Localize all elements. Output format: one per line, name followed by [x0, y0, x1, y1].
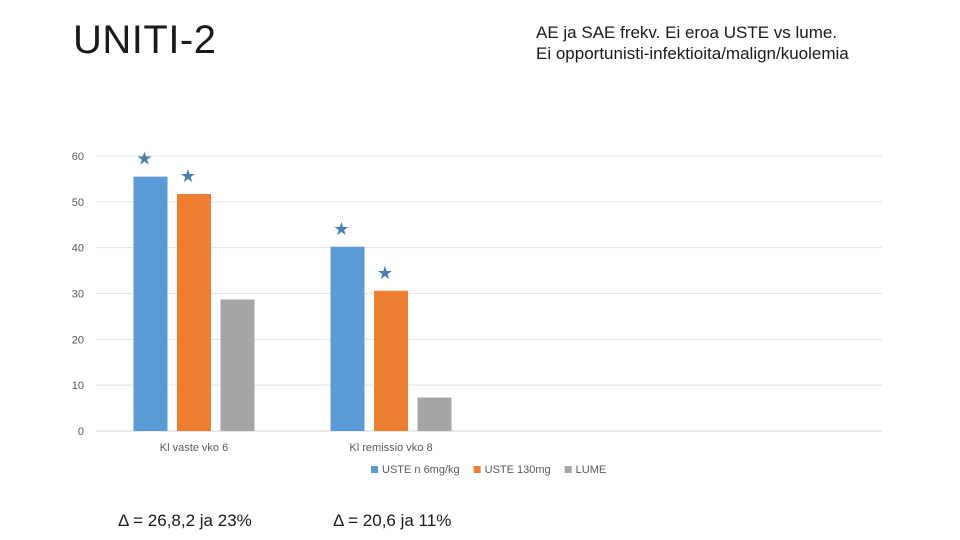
y-tick-label: 50	[72, 197, 84, 209]
y-tick-label: 60	[72, 151, 84, 163]
y-tick-label: 0	[78, 426, 84, 438]
delta-text-2: Δ = 20,6 ja 11%	[333, 511, 452, 530]
note-line-1: AE ja SAE frekv. Ei eroa USTE vs lume.	[536, 23, 838, 42]
star-annotation: ★	[180, 166, 196, 187]
legend-swatch-2	[564, 466, 572, 473]
delta-text-1: Δ = 26,8,2 ja 23%	[118, 511, 252, 530]
legend-label-0: USTE n 6mg/kg	[382, 464, 460, 476]
note-text: AE ja SAE frekv. Ei eroa USTE vs lume. E…	[536, 22, 849, 64]
slide-title: UNITI-2	[73, 18, 217, 62]
bar-0-0	[133, 176, 168, 431]
bar-0-1	[177, 194, 211, 431]
y-tick-label: 20	[72, 334, 84, 346]
y-tick-label: 30	[72, 289, 84, 301]
legend-swatch-1	[473, 466, 481, 473]
bar-chart: 0 10 20 30 40 50 60 Kl vaste vko 6 Kl remissio v…	[72, 149, 882, 476]
legend-label-2: LUME	[576, 464, 607, 476]
star-annotation: ★	[377, 263, 393, 284]
bar-1-1	[374, 290, 408, 431]
note-line-2: Ei opportunisti-infektioita/malign/kuole…	[536, 44, 849, 63]
legend-label-1: USTE 130mg	[485, 464, 551, 476]
x-category-label: Kl vaste vko 6	[160, 442, 228, 454]
bar-1-2	[417, 397, 452, 431]
bar-0-2	[220, 299, 255, 431]
star-annotation: ★	[136, 149, 152, 170]
x-category-label: Kl remissio vko 8	[349, 442, 432, 454]
legend-swatch-0	[371, 466, 378, 473]
y-tick-label: 10	[72, 380, 84, 392]
star-annotation: ★	[333, 219, 349, 240]
bar-1-0	[330, 246, 365, 431]
y-tick-label: 40	[72, 243, 84, 255]
